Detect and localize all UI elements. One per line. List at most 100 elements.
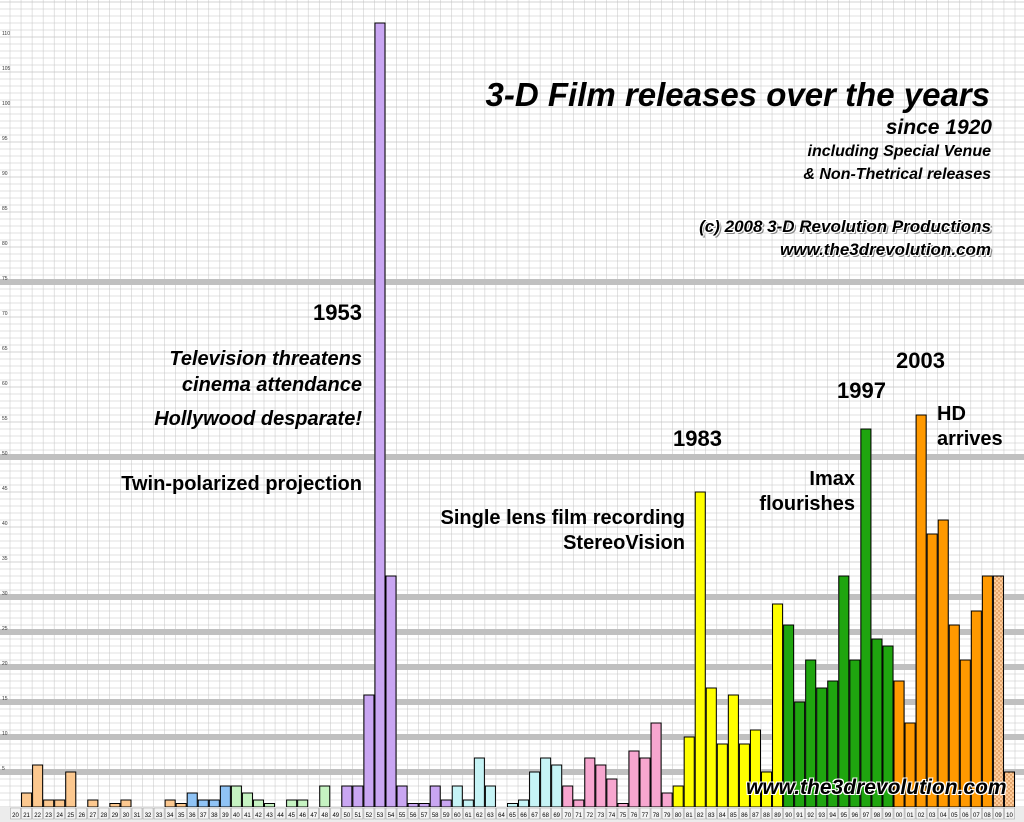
x-tick-label: 98: [874, 813, 881, 819]
highlight-lines: [0, 279, 1024, 775]
y-tick-label: 90: [2, 171, 8, 177]
year-2003-label: 2003: [896, 348, 945, 373]
x-tick-label: 56: [410, 813, 417, 819]
year-1953-label: 1953: [313, 300, 362, 325]
x-tick-label: 41: [244, 813, 251, 819]
x-tick-label: 39: [222, 813, 229, 819]
bar-70: [562, 785, 574, 808]
bar-22: [32, 764, 44, 808]
x-tick-label: 36: [189, 813, 196, 819]
bar-04: [937, 519, 949, 808]
year-1983-label: 1983: [673, 426, 722, 451]
x-tick-label: 32: [145, 813, 152, 819]
x-tick-label: 54: [388, 813, 395, 819]
bar-72: [584, 757, 596, 808]
x-tick-label: 47: [310, 813, 317, 819]
x-tick-label: 30: [123, 813, 130, 819]
bar-43: [264, 803, 276, 808]
x-tick-cell: [352, 807, 364, 820]
y-tick-label: 80: [2, 241, 8, 247]
x-tick-cell: [551, 807, 562, 820]
bar-84: [716, 743, 728, 808]
x-tick-cell: [739, 807, 750, 820]
bar-74: [606, 778, 618, 808]
bar-03: [926, 533, 938, 808]
bar-69: [551, 764, 563, 808]
bar-40: [230, 785, 242, 808]
x-tick-cell: [937, 807, 949, 820]
bar-54: [385, 575, 397, 808]
year-1997-label: 1997: [837, 378, 886, 403]
x-tick-label: 26: [78, 813, 85, 819]
hollywood-desperate: Hollywood desparate!: [154, 408, 362, 430]
y-tick-label: 105: [2, 66, 11, 72]
x-tick-label: 89: [774, 813, 781, 819]
bar-36: [186, 792, 198, 808]
x-tick-label: 62: [476, 813, 483, 819]
x-tick-label: 66: [520, 813, 527, 819]
x-tick-label: 93: [818, 813, 825, 819]
x-tick-label: 01: [907, 813, 914, 819]
y-tick-label: 50: [2, 451, 8, 457]
hd-line2: arrives: [937, 428, 1003, 450]
x-tick-cell: [120, 807, 132, 820]
x-tick-cell: [960, 807, 971, 820]
bar-08: [981, 575, 993, 808]
x-tick-cell: [21, 807, 32, 820]
x-tick-label: 52: [366, 813, 373, 819]
bar-37: [197, 799, 209, 808]
x-tick-label: 59: [443, 813, 450, 819]
twin-polarized-label: Twin-polarized projection: [121, 473, 362, 495]
x-tick-cell: [109, 807, 121, 820]
bar-77: [639, 757, 651, 808]
x-tick-cell: [452, 807, 463, 820]
y-tick-label: 15: [2, 696, 8, 702]
x-tick-label: 02: [918, 813, 925, 819]
hd-line1: HD: [937, 403, 966, 425]
x-tick-cell: [816, 807, 828, 820]
y-tick-label: 40: [2, 521, 8, 527]
x-tick-label: 24: [56, 813, 63, 819]
x-tick-cell: [838, 807, 850, 820]
x-tick-cell: [330, 807, 342, 820]
x-tick-label: 70: [564, 813, 571, 819]
x-tick-label: 21: [23, 813, 30, 819]
x-tick-cell: [639, 807, 651, 820]
x-tick-label: 61: [465, 813, 472, 819]
bar-71: [573, 799, 585, 808]
x-tick-cell: [374, 807, 386, 820]
x-tick-label: 05: [951, 813, 958, 819]
x-tick-label: 10: [1006, 813, 1013, 819]
x-tick-cell: [573, 807, 585, 820]
bar-30: [120, 799, 132, 808]
x-tick-cell: [926, 807, 938, 820]
x-tick-label: 49: [332, 813, 339, 819]
website-link[interactable]: www.the3drevolution.com: [780, 240, 991, 259]
x-tick-label: 48: [321, 813, 328, 819]
y-tick-label: 45: [2, 486, 8, 492]
x-tick-cell: [474, 807, 485, 820]
x-tick-cell: [485, 807, 496, 820]
x-tick-label: 68: [542, 813, 549, 819]
x-tick-cell: [750, 807, 761, 820]
x-tick-label: 94: [829, 813, 836, 819]
y-tick-label: 100: [2, 101, 11, 107]
x-tick-cell: [10, 807, 21, 820]
x-tick-label: 44: [277, 813, 284, 819]
x-tick-label: 69: [553, 813, 560, 819]
x-tick-label: 28: [101, 813, 108, 819]
x-tick-label: 08: [984, 813, 991, 819]
x-tick-label: 75: [620, 813, 627, 819]
x-tick-label: 04: [940, 813, 947, 819]
x-tick-cell: [694, 807, 706, 820]
x-tick-cell: [827, 807, 839, 820]
x-tick-label: 03: [929, 813, 936, 819]
x-tick-cell: [231, 807, 242, 820]
x-tick-cell: [562, 807, 573, 820]
x-tick-cell: [794, 807, 805, 820]
bar-29: [109, 803, 121, 808]
x-tick-cell: [153, 807, 165, 820]
x-tick-label: 40: [233, 813, 240, 819]
